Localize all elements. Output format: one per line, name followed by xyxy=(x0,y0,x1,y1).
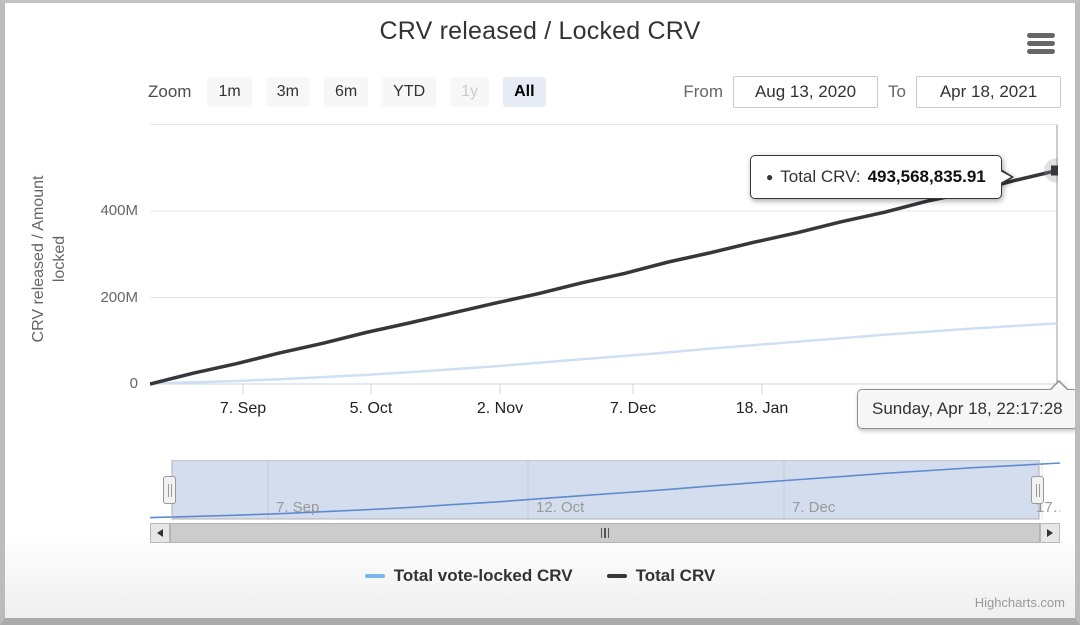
navigator-label-dec: 7. Dec xyxy=(792,499,836,516)
series-tooltip: ● Total CRV: 493,568,835.91 xyxy=(750,155,1014,199)
hamburger-menu-icon[interactable] xyxy=(1027,33,1057,55)
series-tooltip-value: 493,568,835.91 xyxy=(867,167,986,186)
to-date-input[interactable] xyxy=(916,76,1061,108)
series-tooltip-label: Total CRV: xyxy=(780,167,861,186)
zoom-button-1m[interactable]: 1m xyxy=(207,77,252,107)
from-label: From xyxy=(683,82,724,101)
vote-locked-line[interactable] xyxy=(150,322,1058,385)
y-axis-title: CRV released / Amount locked xyxy=(30,175,68,343)
scrollbar-thumb[interactable] xyxy=(170,523,1040,543)
navigator-area[interactable] xyxy=(150,460,1060,520)
navigator-mask[interactable] xyxy=(171,460,1040,520)
to-label: To xyxy=(888,82,906,101)
zoom-button-6m[interactable]: 6m xyxy=(323,77,369,107)
right-arrow-icon xyxy=(1047,529,1053,537)
scrollbar-left-button[interactable] xyxy=(150,523,170,543)
total-crv-line-marker-icon xyxy=(606,574,627,578)
range-selector-zoom-group: Zoom 1m 3m 6m YTD 1y All xyxy=(148,76,546,108)
scrollbar-right-button[interactable] xyxy=(1040,523,1060,543)
legend-item-vote-locked[interactable]: Total vote-locked CRV xyxy=(364,566,573,586)
left-arrow-icon xyxy=(157,529,163,537)
zoom-button-3m[interactable]: 3m xyxy=(265,77,310,107)
total-crv-line[interactable] xyxy=(150,168,1058,386)
y-axis-label-400m: 400M xyxy=(100,202,138,219)
highcharts-stock-chart: CRV released / Locked CRV Zoom 1m 3m 6m … xyxy=(5,3,1075,618)
chart-title: CRV released / Locked CRV xyxy=(379,17,701,45)
main-plot-area[interactable] xyxy=(150,123,1058,398)
x-axis-label-sep: 7. Sep xyxy=(219,400,267,417)
navigator-background xyxy=(150,460,1060,520)
x-axis-label-nov: 2. Nov xyxy=(476,400,524,417)
range-selector-date-group: From To xyxy=(683,76,1061,108)
zoom-button-all[interactable]: All xyxy=(503,77,546,107)
from-date-input[interactable] xyxy=(733,76,879,108)
navigator-label-oct: 12. Oct xyxy=(536,499,585,516)
hover-point-marker[interactable] xyxy=(1051,165,1058,176)
legend-item-total-crv[interactable]: Total CRV xyxy=(606,566,716,586)
zoom-button-ytd[interactable]: YTD xyxy=(382,77,437,107)
x-axis-label-dec: 7. Dec xyxy=(609,400,657,417)
navigator-left-handle[interactable] xyxy=(163,476,176,504)
x-axis-label-oct: 5. Oct xyxy=(349,400,393,417)
highcharts-credits-link[interactable]: Highcharts.com xyxy=(974,595,1065,610)
legend-label-vote-locked: Total vote-locked CRV xyxy=(393,566,573,585)
zoom-button-1y: 1y xyxy=(450,77,490,107)
legend-label-total-crv: Total CRV xyxy=(635,566,716,585)
navigator-label-sep: 7. Sep xyxy=(276,499,320,516)
zoom-label: Zoom xyxy=(148,82,192,101)
y-axis-label-0: 0 xyxy=(129,375,138,392)
x-axis-tick-marks xyxy=(242,384,763,394)
navigator-line xyxy=(150,462,1060,519)
vote-locked-line-marker-icon xyxy=(364,574,385,578)
legend: Total vote-locked CRV Total CRV xyxy=(5,566,1075,586)
navigator-right-handle[interactable] xyxy=(1031,476,1044,504)
y-axis-label-200m: 200M xyxy=(100,289,138,306)
scrollbar-track[interactable] xyxy=(150,523,1060,543)
series-bullet-icon: ● xyxy=(766,170,774,184)
x-axis-label-jan: 18. Jan xyxy=(735,400,789,417)
date-tooltip: Sunday, Apr 18, 22:17:28 xyxy=(857,380,1075,429)
